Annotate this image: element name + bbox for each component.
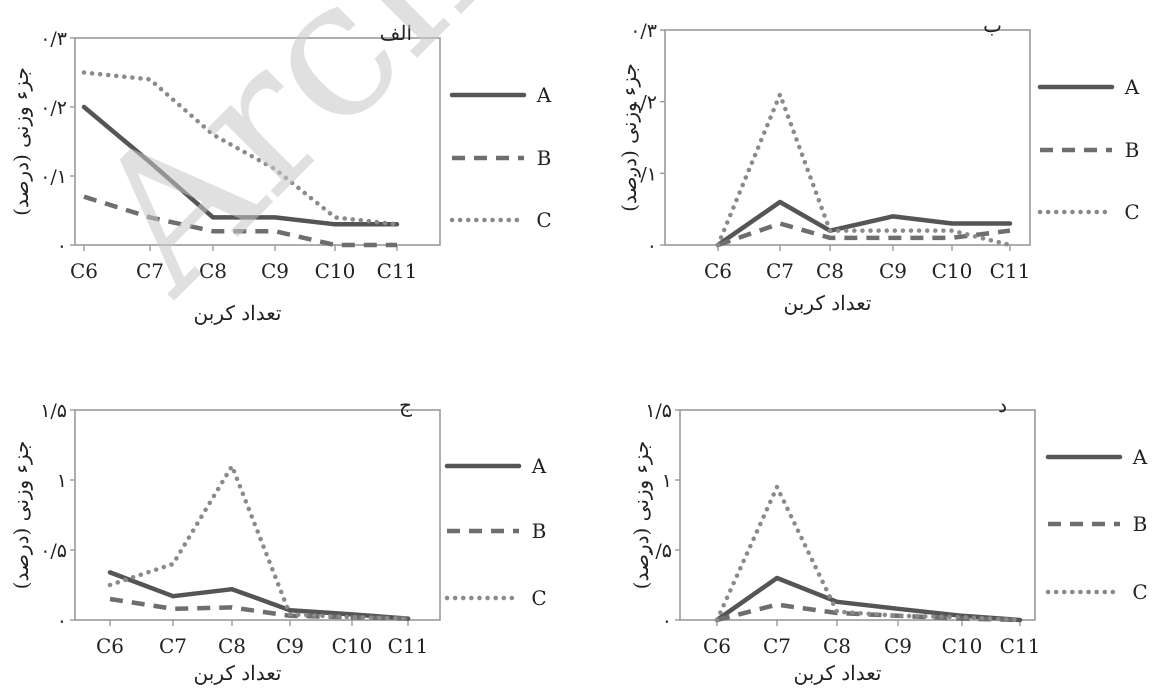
x-tick-label: C9 — [884, 634, 912, 658]
y-tick-label: ۰/۱ — [630, 163, 657, 185]
x-tick-label: C7 — [766, 259, 794, 283]
y-axis-label: جزء وزنی (درصد) — [9, 67, 33, 216]
legend-label-A: A — [1124, 75, 1140, 99]
series-line-A — [107, 570, 411, 621]
y-tick-label: ۱ — [662, 470, 672, 492]
plot-frame — [74, 409, 441, 621]
legend-label-C: C — [531, 586, 546, 610]
y-tick-label: ۱/۵ — [40, 400, 67, 422]
x-tick-label: C6 — [70, 259, 98, 283]
chart-title: ج — [399, 393, 412, 417]
x-tick-label: C10 — [315, 259, 356, 283]
y-axis-label: جزء وزنی (درصد) — [629, 441, 653, 590]
series-line-A — [81, 104, 400, 227]
x-tick-label: C10 — [332, 634, 373, 658]
chart-title: الف — [380, 21, 412, 45]
x-tick-label: C9 — [261, 259, 289, 283]
series-line-C — [715, 92, 1013, 248]
x-axis-label: تعداد کربن — [784, 291, 872, 315]
x-tick-label: C7 — [159, 634, 187, 658]
chart-title: د — [998, 393, 1007, 417]
chart-panel-3: ج ۰ ۰/۵ ۱ ۱/۵ C6 C7 C8 C9 C10 C11 تعداد کربن جزء وزن… — [9, 393, 547, 685]
y-tick-label: ۰ — [647, 235, 657, 257]
x-tick-label: C11 — [388, 634, 429, 658]
legend-label-B: B — [1125, 138, 1140, 162]
y-tick-label: ۰/۱ — [40, 166, 67, 188]
y-axis-label: جزء وزنی (درصد) — [617, 63, 641, 212]
legend-label-A: A — [536, 83, 552, 107]
series-line-B — [83, 194, 397, 248]
x-tick-label: C7 — [136, 259, 164, 283]
plot-frame — [664, 29, 1031, 246]
series-line-B — [716, 602, 1021, 623]
legend-label-B: B — [1133, 512, 1148, 536]
legend-label-B: B — [532, 519, 547, 543]
series-line-A — [714, 575, 1023, 623]
y-tick-label: ۰/۵ — [40, 540, 67, 562]
y-tick-label: ۰ — [662, 610, 672, 632]
x-tick-label: C10 — [942, 634, 983, 658]
x-axis-label: تعداد کربن — [194, 301, 282, 325]
plot-frame — [679, 409, 1036, 621]
y-tick-label: ۰/۲ — [630, 92, 657, 114]
x-axis-label: تعداد کربن — [194, 661, 282, 685]
x-tick-label: C7 — [763, 634, 791, 658]
y-tick-label: ۰ — [57, 235, 67, 257]
series-line-B — [717, 221, 1011, 248]
x-tick-label: C8 — [823, 634, 851, 658]
y-tick-label: ۰/۳ — [40, 28, 67, 50]
legend-label-A: A — [531, 454, 547, 478]
y-tick-label: ۰/۲ — [40, 97, 67, 119]
legend-label-A: A — [1132, 445, 1148, 469]
watermark-text: Archi — [49, 0, 573, 333]
chart-panel-1: الف ۰ ۰/۱ ۰/۲ ۰/۳ C6 C7 C8 C9 C10 C11 تعداد کربن جزء… — [9, 21, 552, 325]
x-tick-label: C11 — [990, 259, 1031, 283]
y-tick-label: ۰ — [57, 610, 67, 632]
x-tick-label: C6 — [703, 634, 731, 658]
legend-label-C: C — [1124, 200, 1139, 224]
x-tick-label: C6 — [96, 634, 124, 658]
chart-panel-4: د ۰ ۰/۵ ۱ ۱/۵ C6 C7 C8 C9 C10 C11 تعداد کربن جزء وزن… — [629, 393, 1148, 685]
y-tick-label: ۱ — [57, 470, 67, 492]
legend-label-B: B — [537, 146, 552, 170]
y-tick-label: ۰/۳ — [630, 20, 657, 42]
legend-label-C: C — [536, 208, 551, 232]
x-tick-label: C10 — [932, 259, 973, 283]
x-tick-label: C9 — [879, 259, 907, 283]
x-tick-label: C9 — [276, 634, 304, 658]
y-axis-label: جزء وزنی (درصد) — [9, 441, 33, 590]
chart-panel-2: ب ۰ ۰/۱ ۰/۲ ۰/۳ C6 C7 C8 C9 C10 C11 تعداد کربن جزء و… — [617, 13, 1140, 315]
y-tick-label: ۱/۵ — [645, 400, 672, 422]
x-axis-label: تعداد کربن — [794, 661, 882, 685]
x-tick-label: C8 — [199, 259, 227, 283]
x-tick-label: C6 — [704, 259, 732, 283]
y-tick-label: ۰/۵ — [645, 540, 672, 562]
series-line-C — [81, 70, 400, 227]
x-tick-label: C8 — [816, 259, 844, 283]
series-line-A — [715, 199, 1013, 248]
series-line-C — [714, 484, 1023, 623]
series-line-C — [107, 463, 411, 621]
chart-title: ب — [983, 13, 1002, 37]
legend-label-C: C — [1132, 580, 1147, 604]
x-tick-label: C8 — [218, 634, 246, 658]
x-tick-label: C11 — [1000, 634, 1041, 658]
x-tick-label: C11 — [377, 259, 418, 283]
plot-frame — [74, 37, 441, 246]
